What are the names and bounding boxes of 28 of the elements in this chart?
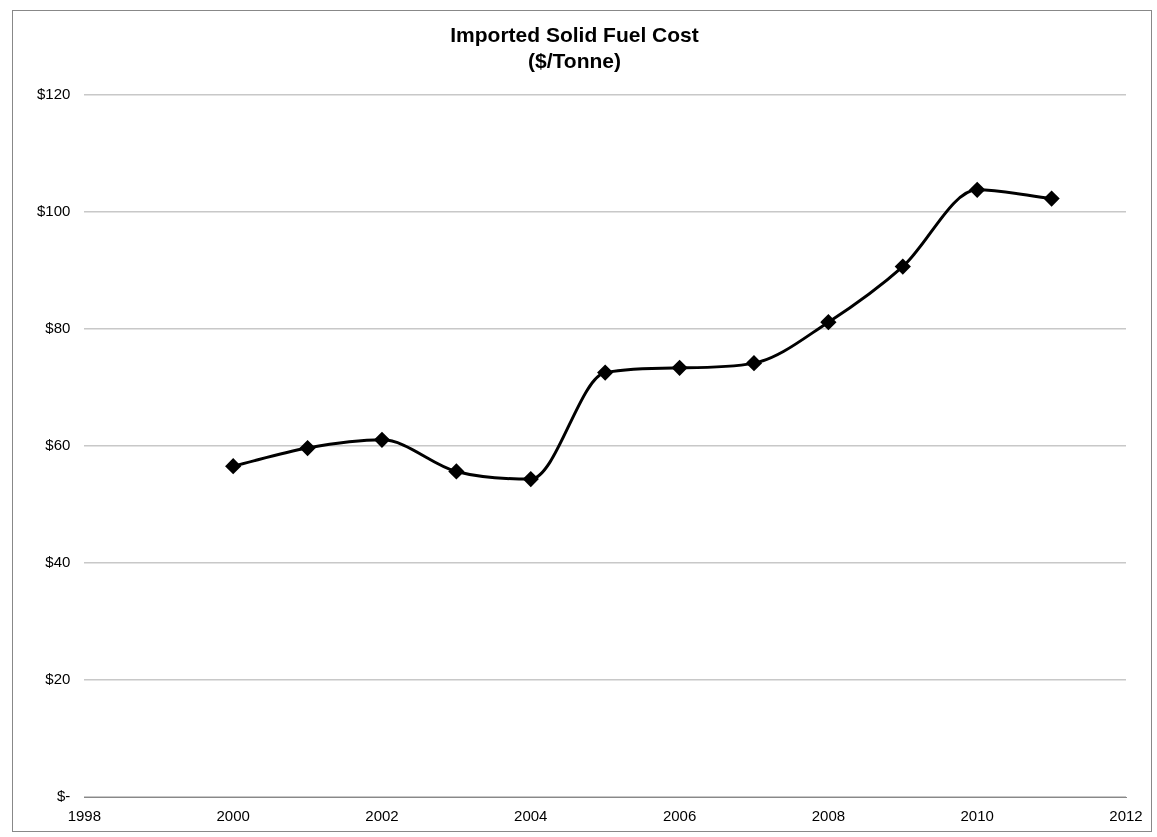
point xyxy=(746,355,762,371)
y-tick-label: $20 xyxy=(45,670,71,688)
y-tick-label: $120 xyxy=(36,84,71,102)
y-tick-label: $40 xyxy=(45,552,71,570)
x-tick-label: 2010 xyxy=(960,807,994,825)
x-tick-label: 2012 xyxy=(1109,807,1143,825)
x-tick-label: 2000 xyxy=(216,807,250,825)
x-tick-label: 2006 xyxy=(662,807,697,825)
x-tick-label: 2004 xyxy=(514,807,548,825)
point xyxy=(969,182,985,198)
point xyxy=(448,463,464,479)
point xyxy=(300,440,316,456)
x-tick-label: 2002 xyxy=(365,807,399,825)
y-tick-label: $80 xyxy=(45,318,71,336)
point xyxy=(597,365,613,381)
point xyxy=(672,360,688,376)
point xyxy=(1044,191,1060,207)
point xyxy=(523,471,539,487)
y-tick-label: $100 xyxy=(36,201,71,219)
point xyxy=(225,458,241,474)
chart-title: Imported Solid Fuel Cost ($/Tonne) xyxy=(450,23,699,72)
point xyxy=(820,314,836,330)
y-tick-label: $- xyxy=(57,787,71,805)
point xyxy=(895,259,911,275)
point xyxy=(374,432,390,448)
x-tick-label: 2008 xyxy=(811,807,846,825)
x-tick-label: 1998 xyxy=(67,807,102,825)
y-tick-label: $60 xyxy=(45,435,71,453)
